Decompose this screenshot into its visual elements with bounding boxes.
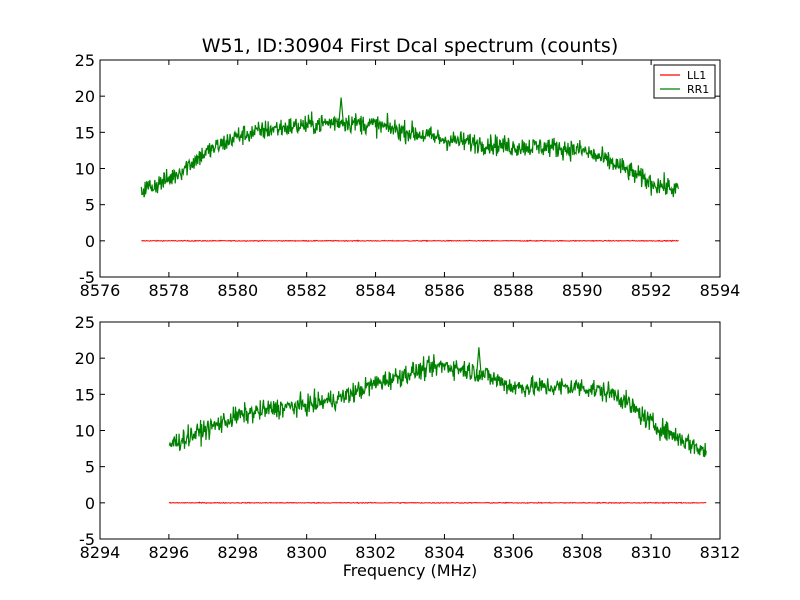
x-tick-label: 8576 (80, 281, 121, 300)
series-group (140, 97, 680, 243)
y-tick-label: 5 (85, 458, 95, 477)
x-tick-label: 8580 (217, 281, 258, 300)
x-tick-label: 8588 (493, 281, 534, 300)
x-tick-label: 8594 (700, 281, 741, 300)
series-line-ll1 (141, 239, 679, 243)
y-tick-label: 25 (75, 51, 95, 70)
x-tick-label: 8310 (631, 543, 672, 562)
x-tick-label: 8578 (149, 281, 190, 300)
legend-label-ll1: LL1 (687, 69, 706, 82)
bottom-panel: 8294 8296 8298 8300 8302 8304 8306 8308 8310 8312… (75, 313, 741, 562)
series-line-rr1 (140, 111, 680, 198)
x-tick-label: 8298 (217, 543, 258, 562)
y-tick-label: -5 (79, 530, 95, 549)
x-tick-label: 8590 (562, 281, 603, 300)
x-tick-label: 8306 (493, 543, 534, 562)
y-tick-label: 15 (75, 123, 95, 142)
y-tick-label: 25 (75, 313, 95, 332)
legend-label-rr1: RR1 (687, 83, 709, 96)
x-tick-label: 8592 (631, 281, 672, 300)
x-tick-label: 8312 (700, 543, 741, 562)
y-tick-label: 15 (75, 385, 95, 404)
x-tick-label: 8304 (424, 543, 465, 562)
spike-mark (476, 347, 482, 373)
x-tick-label: 8586 (424, 281, 465, 300)
plot-area (100, 322, 720, 539)
y-tick-label: 5 (85, 196, 95, 215)
x-tick-label: 8302 (355, 543, 396, 562)
y-tick-label: 20 (75, 349, 95, 368)
y-tick-label: 20 (75, 87, 95, 106)
x-tick-label: 8300 (286, 543, 327, 562)
chart-title: W51, ID:30904 First Dcal spectrum (count… (202, 35, 619, 57)
y-tick-label: 10 (75, 422, 95, 441)
y-tick-label: 0 (85, 232, 95, 251)
series-line-rr1 (168, 354, 707, 458)
x-tick-label: 8296 (149, 543, 190, 562)
x-tick-label: 8308 (562, 543, 603, 562)
legend-box (653, 64, 716, 99)
y-tick-label: 10 (75, 160, 95, 179)
x-axis-label: Frequency (MHz) (343, 561, 477, 580)
x-tick-label: 8582 (286, 281, 327, 300)
top-panel: 8576 8578 8580 8582 8584 8586 8588 8590 8592 8594… (75, 51, 741, 300)
x-tick-label: 8294 (80, 543, 121, 562)
y-tick-label: 0 (85, 494, 95, 513)
x-tick-label: 8584 (355, 281, 396, 300)
y-tick-label: -5 (79, 268, 95, 287)
series-line-ll1 (168, 501, 707, 505)
series-group (168, 347, 707, 505)
spike-mark (338, 97, 344, 122)
